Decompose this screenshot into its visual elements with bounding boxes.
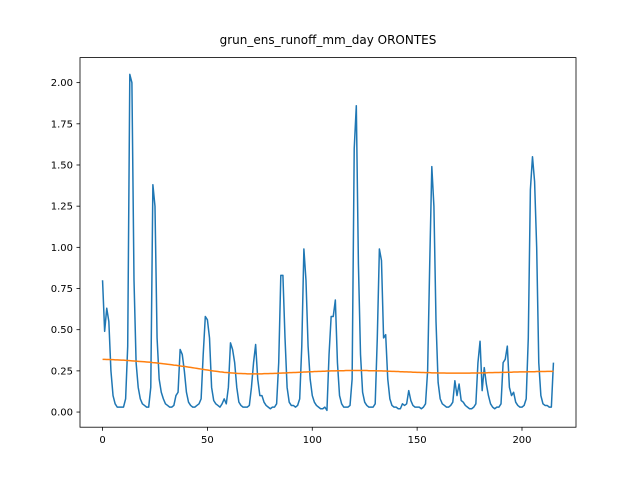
x-tick-label: 50 xyxy=(201,435,214,446)
y-tick-label: 0.50 xyxy=(51,325,73,336)
y-tick-label: 0.75 xyxy=(51,284,73,295)
series-line xyxy=(102,358,554,375)
x-tick-label: 200 xyxy=(512,435,531,446)
axes-frame xyxy=(79,57,577,428)
chart-title: grun_ens_runoff_mm_day ORONTES xyxy=(220,33,437,47)
x-tick-label: 0 xyxy=(99,435,105,446)
y-tick-label: 1.25 xyxy=(51,202,73,213)
series-line xyxy=(101,73,555,412)
y-tick-label: 2.00 xyxy=(51,78,73,89)
x-tick-label: 150 xyxy=(408,435,427,446)
x-tick-label: 100 xyxy=(303,435,322,446)
y-tick-label: 0.25 xyxy=(51,366,73,377)
y-tick-label: 0.00 xyxy=(51,408,73,419)
y-tick-label: 1.00 xyxy=(51,243,73,254)
y-tick-label: 1.50 xyxy=(51,160,73,171)
y-tick-label: 1.75 xyxy=(51,119,73,130)
